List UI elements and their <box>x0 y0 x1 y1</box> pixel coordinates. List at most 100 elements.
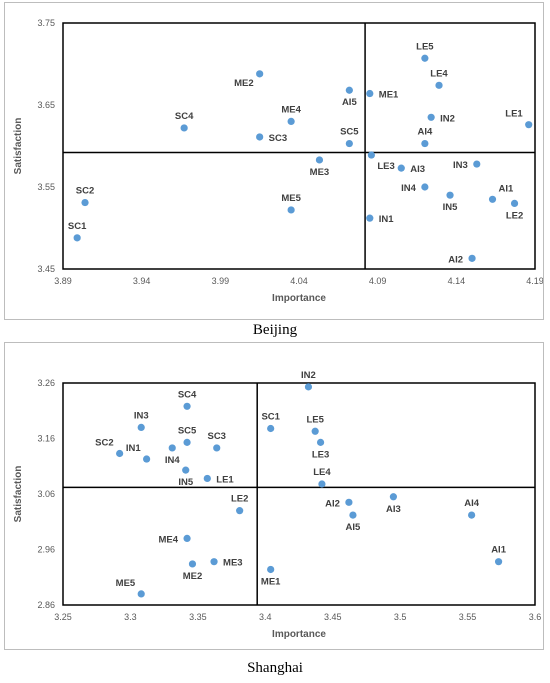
x-tick-label: 4.04 <box>290 276 308 286</box>
data-point-sc2 <box>116 449 124 458</box>
data-point-me2 <box>188 560 197 568</box>
data-point-in5 <box>446 191 454 199</box>
x-tick-label: 3.99 <box>212 276 230 286</box>
point-label-ai2: AI2 <box>448 254 463 265</box>
data-point-sc3 <box>256 133 264 141</box>
point-label-le3: LE3 <box>377 161 394 172</box>
y-tick-label: 3.06 <box>37 489 55 499</box>
point-label-le4: LE4 <box>313 467 331 478</box>
data-point-ai1 <box>488 195 497 203</box>
x-tick-label: 4.14 <box>448 276 466 286</box>
point-label-le2: LE2 <box>231 494 248 505</box>
y-axis-label: Satisfaction <box>13 466 24 523</box>
point-label-ai1: AI1 <box>499 183 515 194</box>
point-label-ai1: AI1 <box>491 545 507 556</box>
data-point-sc4 <box>180 124 188 132</box>
y-axis-label: Satisfaction <box>13 118 24 175</box>
data-point-in1 <box>143 455 151 463</box>
y-tick-label: 3.26 <box>37 378 55 388</box>
data-point-me1 <box>267 565 275 574</box>
x-tick-label: 3.35 <box>189 612 207 622</box>
point-label-me3: ME3 <box>310 167 330 178</box>
point-label-in2: IN2 <box>440 113 455 124</box>
data-point-me3 <box>315 156 324 164</box>
data-point-sc2 <box>81 198 89 207</box>
data-point-ai2 <box>345 498 353 506</box>
data-point-sc4 <box>183 402 191 410</box>
x-tick-label: 3.3 <box>124 612 137 622</box>
point-label-me2: ME2 <box>234 78 254 89</box>
data-point-ai2 <box>468 254 476 262</box>
data-point-in1 <box>366 214 374 222</box>
point-label-sc2: SC2 <box>76 186 94 197</box>
data-point-in2 <box>427 113 435 121</box>
point-label-sc3: SC3 <box>269 133 287 144</box>
x-tick-label: 3.55 <box>459 612 477 622</box>
point-label-in4: IN4 <box>165 455 181 466</box>
point-label-me1: ME1 <box>261 576 281 587</box>
point-label-in3: IN3 <box>453 160 468 171</box>
point-label-sc1: SC1 <box>261 412 280 423</box>
point-label-sc5: SC5 <box>340 127 359 138</box>
x-tick-label: 3.25 <box>54 612 72 622</box>
point-label-ai3: AI3 <box>410 164 425 175</box>
x-tick-label: 3.5 <box>394 612 407 622</box>
data-point-ai3 <box>397 164 405 172</box>
point-label-me3: ME3 <box>223 558 243 569</box>
data-point-sc3 <box>213 444 221 452</box>
x-axis-label: Importance <box>272 629 326 640</box>
data-point-ai5 <box>345 86 353 94</box>
data-point-le2 <box>236 507 244 515</box>
point-label-ai5: AI5 <box>346 522 362 533</box>
point-label-me4: ME4 <box>281 104 301 115</box>
data-point-sc5 <box>183 438 191 446</box>
x-tick-label: 3.89 <box>54 276 72 286</box>
data-point-me4 <box>287 117 295 125</box>
data-point-ai4 <box>421 139 429 148</box>
point-label-in4: IN4 <box>401 183 417 194</box>
data-point-me2 <box>256 70 264 78</box>
point-label-in5: IN5 <box>178 477 194 488</box>
data-point-le3 <box>367 151 375 159</box>
point-label-sc5: SC5 <box>178 425 197 436</box>
plot-area-frame <box>62 22 536 270</box>
point-label-in1: IN1 <box>126 443 142 454</box>
x-tick-label: 3.94 <box>133 276 151 286</box>
chart-caption-shanghai: Shanghai <box>247 660 303 676</box>
data-point-le4 <box>318 480 326 488</box>
point-label-le5: LE5 <box>306 414 324 425</box>
data-point-sc5 <box>345 139 353 148</box>
point-label-in5: IN5 <box>443 202 459 213</box>
chart-panel-beijing: 3.89 3.94 3.99 4.04 4.09 4.14 4.19 3.45 3.55 3.65… <box>4 2 544 320</box>
point-label-me2: ME2 <box>183 571 203 582</box>
y-tick-label: 3.55 <box>37 182 55 192</box>
y-tick-label: 3.75 <box>37 18 55 28</box>
data-point-le5 <box>421 54 429 62</box>
y-tick-label: 3.16 <box>37 434 55 444</box>
data-point-in3 <box>137 423 145 431</box>
point-label-le4: LE4 <box>430 68 448 79</box>
plot-area-frame <box>62 382 536 606</box>
x-tick-label: 4.19 <box>526 276 543 286</box>
point-label-sc2: SC2 <box>95 437 113 448</box>
point-label-sc3: SC3 <box>207 431 225 442</box>
point-label-me1: ME1 <box>379 90 399 101</box>
point-label-ai5: AI5 <box>342 97 358 108</box>
data-point-in4 <box>168 444 176 452</box>
chart-caption-beijing: Beijing <box>252 322 298 338</box>
data-point-me4 <box>183 534 191 542</box>
point-label-me4: ME4 <box>159 534 179 545</box>
data-point-me1 <box>366 89 374 98</box>
data-point-me5 <box>287 206 295 214</box>
x-tick-label: 3.45 <box>324 612 342 622</box>
x-axis-label: Importance <box>272 293 326 304</box>
point-label-sc1: SC1 <box>68 221 87 232</box>
point-label-me5: ME5 <box>281 193 301 204</box>
x-tick-label: 4.09 <box>369 276 387 286</box>
data-point-in4 <box>421 183 429 191</box>
data-point-sc1 <box>73 234 81 242</box>
point-label-ai3: AI3 <box>386 504 401 515</box>
point-label-in2: IN2 <box>301 370 316 381</box>
point-label-le5: LE5 <box>416 41 434 52</box>
scatter-chart-shanghai: 3.25 3.3 3.35 3.4 3.45 3.5 3.55 3.6 2.86 2.96 3.06… <box>13 370 541 640</box>
